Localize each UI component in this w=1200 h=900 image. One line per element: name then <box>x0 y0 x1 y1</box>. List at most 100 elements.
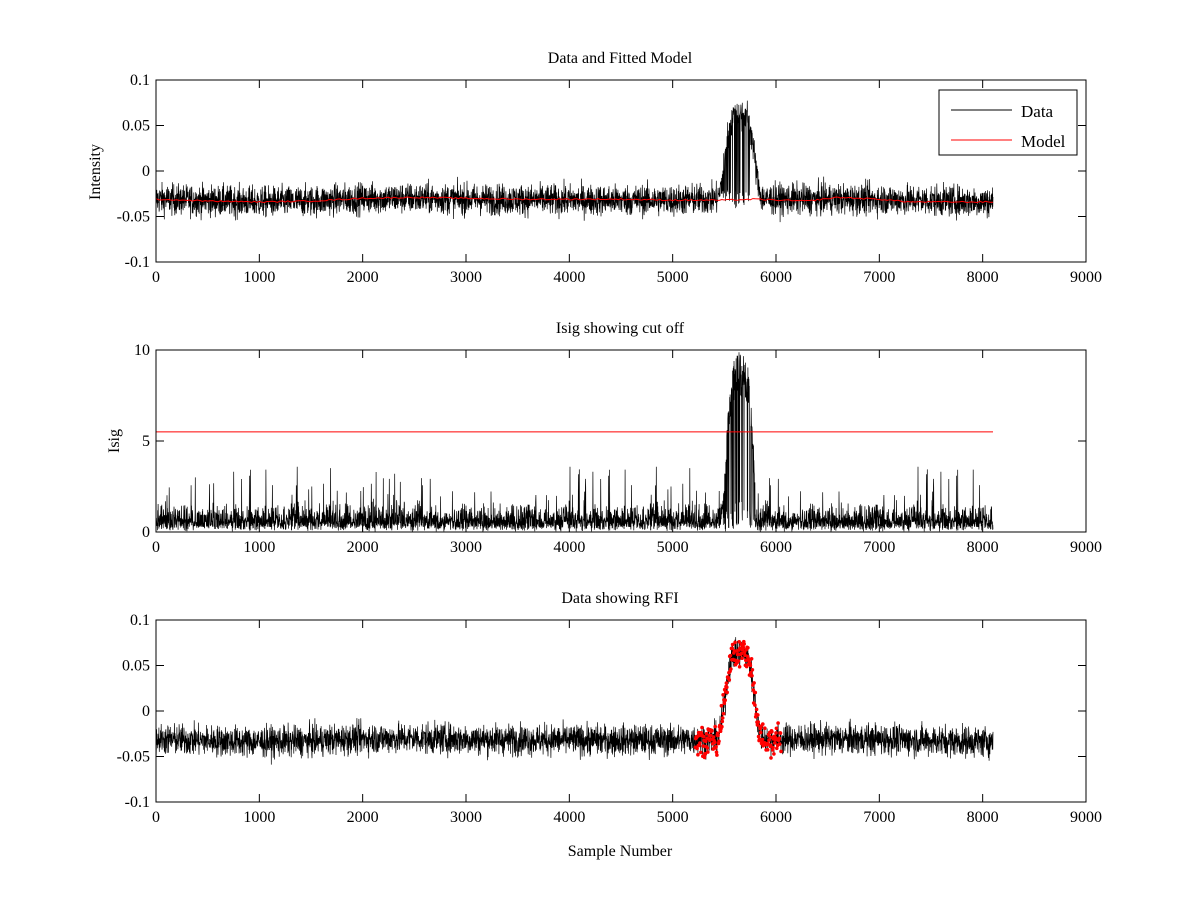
rfi-point <box>777 742 782 746</box>
rfi-point <box>769 756 773 760</box>
y-tick-label: -0.1 <box>125 794 150 811</box>
rfi-point <box>713 740 717 745</box>
rfi-point <box>696 752 700 757</box>
rfi-point <box>714 750 719 754</box>
rfi-point <box>748 663 753 668</box>
x-tick-label: 5000 <box>657 539 689 556</box>
rfi-point <box>771 745 775 750</box>
panel-title: Data and Fitted Model <box>548 50 693 67</box>
rfi-point <box>767 734 772 738</box>
legend-label-model: Model <box>1021 132 1066 151</box>
rfi-point <box>749 657 754 661</box>
rfi-point <box>772 752 776 756</box>
rfi-point <box>710 728 714 733</box>
y-tick-label: 10 <box>134 342 150 359</box>
rfi-point <box>768 743 773 747</box>
rfi-point <box>776 721 780 725</box>
x-tick-label: 4000 <box>553 539 585 556</box>
series-layer <box>155 100 994 223</box>
rfi-point <box>736 659 741 663</box>
rfi-point <box>716 733 720 738</box>
rfi-point <box>703 739 708 744</box>
rfi-point <box>721 693 725 697</box>
x-tick-label: 9000 <box>1070 539 1102 556</box>
tick-layer: 0 1000 2000 3000 4000 5000 6000 7000 8000 9000 -0.… <box>117 612 1102 826</box>
x-tick-label: 7000 <box>863 809 895 826</box>
rfi-point <box>774 726 779 731</box>
rfi-point <box>760 737 765 742</box>
x-tick-label: 8000 <box>967 269 999 286</box>
rfi-point <box>750 668 755 672</box>
y-tick-label: 0.05 <box>122 118 150 135</box>
y-tick-label: -0.1 <box>125 254 150 271</box>
rfi-point <box>775 746 779 751</box>
y-tick-label: 0.1 <box>130 72 150 89</box>
rfi-point <box>708 733 713 738</box>
legend-label-data: Data <box>1021 102 1054 121</box>
rfi-point <box>744 664 749 669</box>
rfi-point <box>730 646 734 650</box>
x-tick-label: 7000 <box>863 539 895 556</box>
x-tick-label: 0 <box>152 539 160 556</box>
series-model-line <box>155 196 994 204</box>
rfi-point <box>720 719 725 724</box>
y-tick-label: 0 <box>142 524 150 541</box>
axes-frame <box>155 619 1087 803</box>
x-tick-label: 6000 <box>760 809 792 826</box>
series-layer <box>155 352 994 532</box>
x-tick-label: 1000 <box>243 269 275 286</box>
rfi-point <box>770 730 774 734</box>
panel-data-and-fitted-model: Data and Fitted Model Intensity 0 1000 200… <box>87 50 1102 286</box>
x-tick-label: 9000 <box>1070 269 1102 286</box>
x-tick-label: 8000 <box>967 809 999 826</box>
rfi-point <box>722 701 727 705</box>
x-tick-label: 2000 <box>347 269 379 286</box>
rfi-point <box>730 642 735 647</box>
legend: Data Model <box>938 89 1078 156</box>
rfi-point <box>729 667 733 671</box>
y-tick-label: 0 <box>142 703 150 720</box>
rfi-point <box>750 674 754 678</box>
rfi-point <box>705 746 710 750</box>
x-tick-label: 5000 <box>657 269 689 286</box>
rfi-point <box>724 681 729 685</box>
y-tick-label: 0.1 <box>130 612 150 629</box>
rfi-point <box>763 726 767 730</box>
rfi-point <box>714 745 718 749</box>
rfi-point <box>758 730 763 735</box>
rfi-point <box>753 703 757 707</box>
rfi-point <box>723 698 727 702</box>
rfi-point <box>728 653 733 658</box>
rfi-point <box>752 681 756 685</box>
y-axis-label: Intensity <box>87 144 104 200</box>
x-tick-label: 9000 <box>1070 809 1102 826</box>
tick-layer: 0 1000 2000 3000 4000 5000 6000 7000 8000 9000 0 5 1… <box>134 342 1102 556</box>
y-tick-label: 0.05 <box>122 658 150 675</box>
rfi-point <box>700 725 704 730</box>
panel-data-showing-rfi: Data showing RFI Sample Number 0 1000 2000… <box>117 590 1102 860</box>
panel-title: Isig showing cut off <box>556 320 685 337</box>
x-tick-label: 5000 <box>657 809 689 826</box>
series-isig-line <box>155 352 994 532</box>
rfi-point <box>725 690 729 695</box>
rfi-point <box>746 646 750 650</box>
rfi-point <box>698 741 702 745</box>
x-tick-label: 4000 <box>553 809 585 826</box>
x-tick-label: 3000 <box>450 539 482 556</box>
rfi-point <box>737 665 742 669</box>
rfi-point <box>706 750 710 754</box>
tick-layer: 0 1000 2000 3000 4000 5000 6000 7000 8000 9000 -0.… <box>117 72 1102 286</box>
rfi-point <box>742 642 746 646</box>
rfi-point <box>720 716 725 720</box>
y-tick-label: 0 <box>142 163 150 180</box>
rfi-point <box>777 736 782 741</box>
rfi-point <box>774 731 778 735</box>
x-tick-label: 4000 <box>553 269 585 286</box>
series-data-line <box>155 100 994 223</box>
rfi-point <box>711 735 716 739</box>
rfi-point <box>740 656 744 660</box>
x-tick-label: 1000 <box>243 539 275 556</box>
rfi-point <box>701 734 706 739</box>
x-tick-label: 0 <box>152 809 160 826</box>
